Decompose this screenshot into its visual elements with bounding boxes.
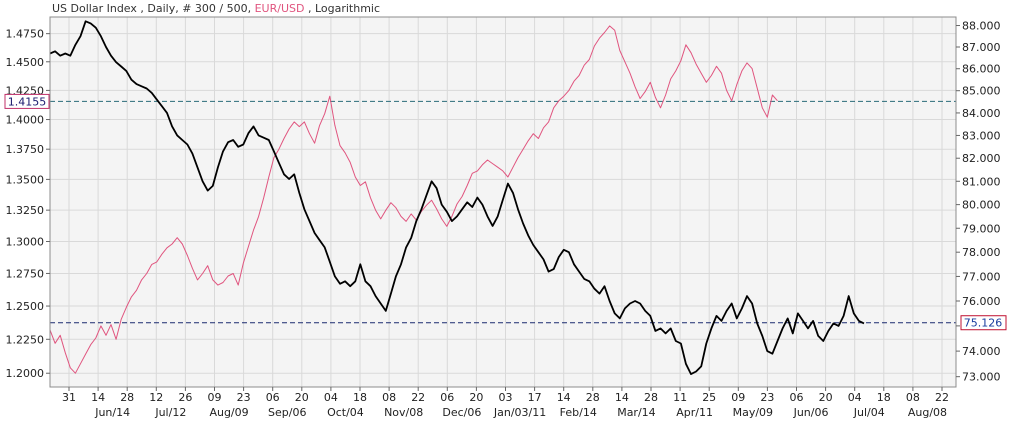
plot-frame [49, 16, 957, 388]
left-tick-label: 1.2250 [6, 333, 45, 346]
right-tick-label: 86.000 [962, 63, 1001, 76]
series-line-primary [49, 20, 865, 376]
x-day-label: 09 [208, 391, 222, 404]
x-day-label: 09 [731, 391, 745, 404]
right-tick-label: 83.000 [962, 129, 1001, 142]
x-day-label: 20 [819, 391, 833, 404]
x-day-label: 14 [557, 391, 571, 404]
x-day-label: 22 [935, 391, 949, 404]
left-axis: 1.47501.45001.42501.40001.37501.35001.32… [6, 28, 50, 380]
x-month-label: Mar/14 [617, 406, 655, 419]
right-tick-label: 87.000 [962, 41, 1001, 54]
x-day-label: 23 [237, 391, 251, 404]
chart-header: US Dollar Index , Daily, # 300 / 500, EU… [52, 2, 380, 15]
x-day-label: 28 [644, 391, 658, 404]
series-lines [49, 20, 865, 376]
right-tick-label: 82.000 [962, 152, 1001, 165]
x-month-label: Jun/14 [94, 406, 130, 419]
x-day-label: 14 [615, 391, 629, 404]
gridlines [50, 17, 956, 387]
right-tick-label: 73.000 [962, 371, 1001, 384]
x-day-label: 06 [266, 391, 280, 404]
x-month-label: Aug/09 [209, 406, 248, 419]
x-day-label: 22 [411, 391, 425, 404]
series-line-overlay [49, 25, 778, 374]
x-day-label: 20 [295, 391, 309, 404]
x-day-label: 28 [120, 391, 134, 404]
x-day-label: 17 [528, 391, 542, 404]
x-month-label: Oct/04 [327, 406, 364, 419]
x-day-label: 04 [324, 391, 338, 404]
x-month-label: Feb/14 [560, 406, 597, 419]
x-day-label: 28 [586, 391, 600, 404]
left-tick-label: 1.3750 [6, 143, 45, 156]
x-day-label: 18 [877, 391, 891, 404]
left-tick-label: 1.3500 [6, 173, 45, 186]
x-day-label: 18 [353, 391, 367, 404]
left-tick-label: 1.4500 [6, 56, 45, 69]
header-prefix: US Dollar Index , Daily, # 300 / 500, [52, 2, 255, 15]
x-day-label: 14 [91, 391, 105, 404]
right-tick-label: 78.000 [962, 246, 1001, 259]
left-value-marker-box [4, 93, 50, 109]
right-tick-label: 77.000 [962, 270, 1001, 283]
right-tick-label: 76.000 [962, 295, 1001, 308]
x-day-label: 08 [382, 391, 396, 404]
left-tick-label: 1.3000 [6, 235, 45, 248]
x-month-label: Jan/03/11 [493, 406, 546, 419]
left-tick-label: 1.3250 [6, 204, 45, 217]
x-day-label: 12 [149, 391, 163, 404]
x-day-label: 03 [499, 391, 513, 404]
right-tick-label: 88.000 [962, 20, 1001, 33]
right-tick-label: 79.000 [962, 222, 1001, 235]
x-day-label: 23 [760, 391, 774, 404]
left-tick-label: 1.2500 [6, 300, 45, 313]
x-axis: 31 14 28 12 26 09 23 06 20 04 18 08 22 06 20 03 17 14 28 14… [62, 387, 949, 419]
header-suffix: , Logarithmic [304, 2, 380, 15]
x-month-label: Jun/06 [793, 406, 829, 419]
x-month-label: Aug/08 [908, 406, 947, 419]
right-tick-label: 74.000 [962, 345, 1001, 358]
left-value-marker: 1.4155 [8, 95, 47, 108]
right-tick-label: 85.000 [962, 85, 1001, 98]
right-tick-label: 81.000 [962, 175, 1001, 188]
x-month-label: May/09 [733, 406, 773, 419]
value-markers: 1.4155 75.126 [4, 93, 1007, 331]
x-day-label: 26 [178, 391, 192, 404]
x-day-label: 06 [440, 391, 454, 404]
right-value-marker: 75.126 [964, 317, 1003, 330]
left-tick-label: 1.4750 [6, 28, 45, 41]
x-month-label: Dec/06 [442, 406, 481, 419]
right-tick-label: 84.000 [962, 107, 1001, 120]
left-tick-label: 1.4000 [6, 114, 45, 127]
x-month-label: Jul/12 [154, 406, 186, 419]
header-overlay-name: EUR/USD [255, 2, 305, 15]
left-tick-label: 1.2750 [6, 267, 45, 280]
x-day-label: 31 [62, 391, 76, 404]
x-month-label: Apr/11 [676, 406, 713, 419]
x-day-label: 06 [790, 391, 804, 404]
left-tick-label: 1.2000 [6, 367, 45, 380]
x-month-label: Nov/08 [384, 406, 423, 419]
right-value-marker-box [960, 315, 1007, 331]
right-tick-label: 80.000 [962, 199, 1001, 212]
x-day-label: 25 [702, 391, 716, 404]
x-month-label: Jul/04 [853, 406, 885, 419]
x-day-label: 11 [673, 391, 687, 404]
x-day-label: 04 [848, 391, 862, 404]
x-day-label: 20 [469, 391, 483, 404]
x-month-label: Sep/06 [268, 406, 306, 419]
x-day-label: 08 [906, 391, 920, 404]
